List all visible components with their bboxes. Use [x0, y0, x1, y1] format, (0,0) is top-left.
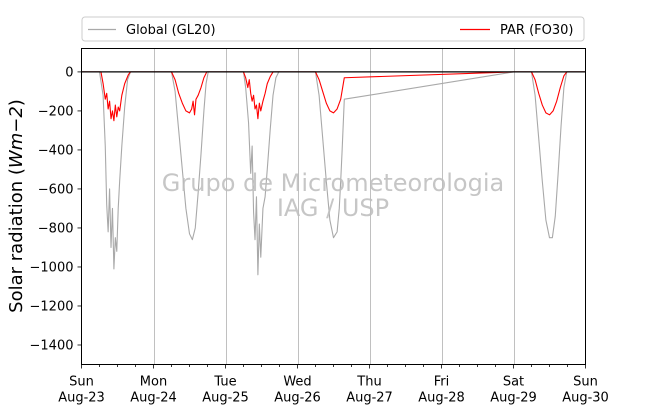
watermark-line-1: Grupo de Micrometeorologia	[162, 169, 504, 197]
x-tick-label-day-5: Fri	[434, 375, 450, 390]
legend: Global (GL20) PAR (FO30)	[81, 16, 585, 42]
x-tick-label-day-4: Thu	[356, 375, 381, 390]
x-tick-label-day-1: Mon	[140, 375, 167, 390]
watermark: Grupo de Micrometeorologia IAG / USP	[162, 169, 504, 222]
x-tick-label-date-5: Aug-28	[418, 391, 465, 406]
y-tick-label-4: −800	[38, 221, 74, 236]
x-tick-label-date-1: Aug-24	[130, 391, 177, 406]
x-tick-label-day-0: Sun	[69, 375, 94, 390]
legend-box	[81, 16, 585, 42]
y-tick-label-5: −1000	[30, 260, 74, 275]
series-lines	[81, 71, 586, 276]
vertical-grid	[154, 48, 515, 365]
x-tick-label-day-6: Sat	[503, 375, 524, 390]
y-axis-label: Solar radiation (Wm−2)	[6, 99, 27, 313]
x-tick-label-day-2: Tue	[213, 375, 236, 390]
x-tick-label-day-3: Wed	[283, 375, 311, 390]
x-tick-label-date-6: Aug-29	[490, 391, 537, 406]
y-tick-label-1: −200	[38, 104, 74, 119]
y-tick-label-0: 0	[65, 65, 73, 80]
x-axis: SunAug-23MonAug-24TueAug-25WedAug-26ThuA…	[58, 364, 609, 406]
y-tick-label-3: −600	[38, 182, 74, 197]
x-tick-label-date-0: Aug-23	[58, 391, 105, 406]
y-tick-label-7: −1400	[30, 338, 74, 353]
y-tick-label-6: −1200	[30, 299, 74, 314]
y-axis: 0 −200 −400 −600 −800 −1000 −1200 −1400	[30, 65, 82, 353]
x-tick-label-date-4: Aug-27	[346, 391, 393, 406]
x-tick-label-date-3: Aug-26	[274, 391, 321, 406]
series-line-1	[81, 71, 586, 122]
y-tick-label-2: −400	[38, 143, 74, 158]
x-tick-label-date-2: Aug-25	[202, 391, 249, 406]
legend-label-par: PAR (FO30)	[500, 23, 573, 38]
legend-label-global: Global (GL20)	[126, 23, 216, 38]
x-tick-label-day-7: Sun	[573, 375, 598, 390]
watermark-line-2: IAG / USP	[277, 194, 389, 222]
x-tick-label-date-7: Aug-30	[562, 391, 609, 406]
